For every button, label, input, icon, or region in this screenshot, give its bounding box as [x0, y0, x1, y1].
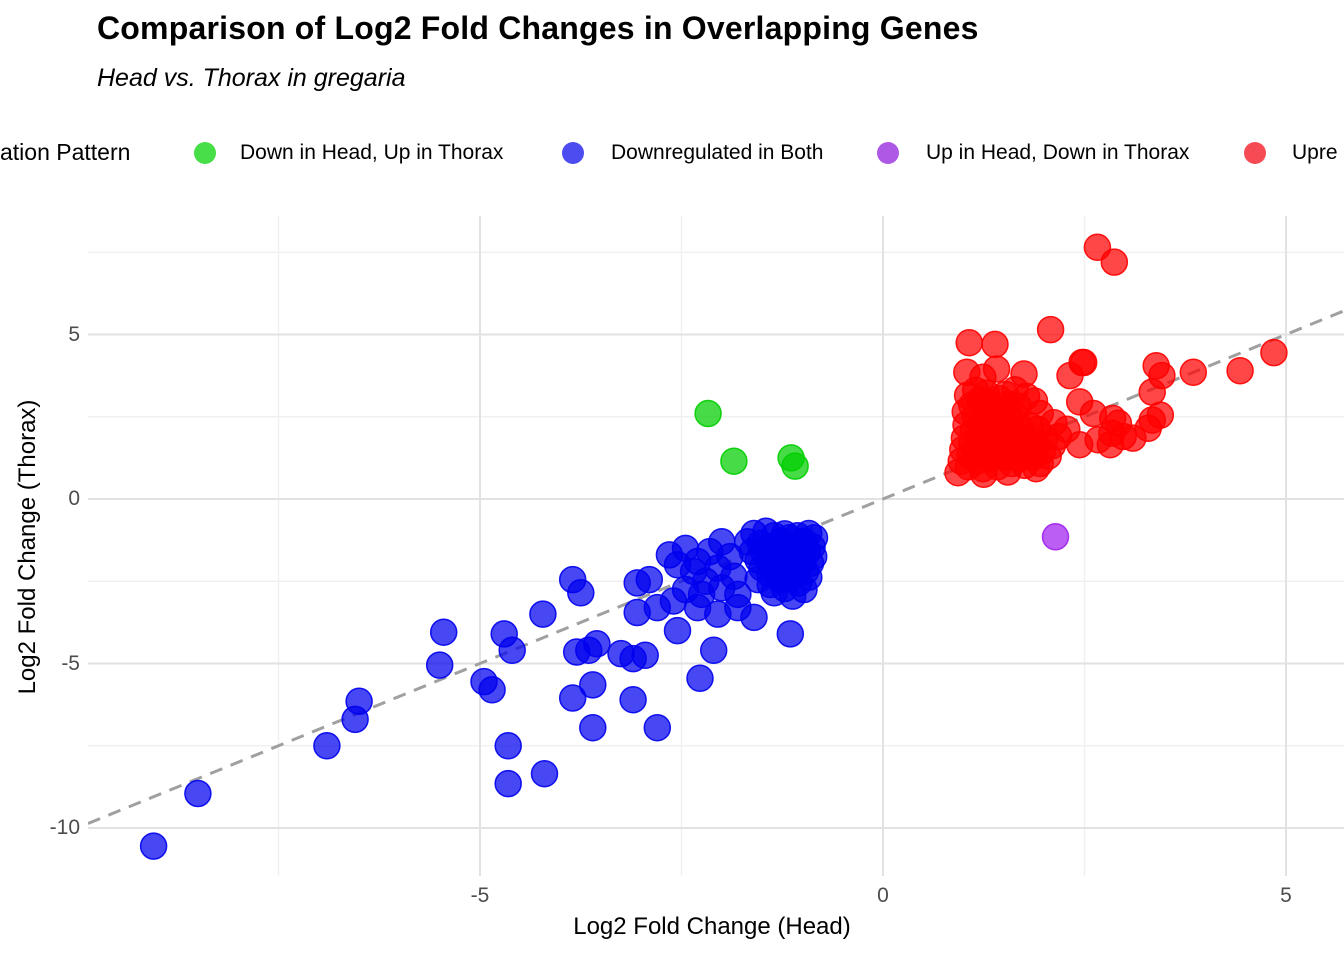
- series-downregulated-in-both: [139, 517, 829, 860]
- data-point: [139, 832, 168, 860]
- legend-item-label: Upre: [1292, 141, 1338, 164]
- data-point: [583, 630, 611, 658]
- data-point: [781, 452, 809, 480]
- y-tick-label: -5: [61, 651, 80, 675]
- data-point: [1260, 338, 1288, 367]
- data-point: [1040, 408, 1068, 437]
- data-point: [970, 460, 998, 489]
- data-point: [184, 779, 212, 808]
- data-point: [631, 641, 659, 670]
- data-point: [740, 603, 768, 632]
- y-tick-label: 5: [68, 322, 80, 346]
- data-point: [1069, 348, 1098, 377]
- y-tick-label: -10: [49, 816, 80, 839]
- data-point: [429, 618, 458, 646]
- legend-item-label: Down in Head, Up in Thorax: [240, 141, 504, 164]
- data-point: [1100, 248, 1129, 276]
- data-point: [694, 399, 722, 428]
- data-point: [699, 636, 728, 665]
- legend-item-label: Downregulated in Both: [611, 141, 824, 164]
- y-tick-label: 0: [68, 487, 80, 510]
- data-point: [944, 458, 972, 487]
- x-tick-label: 0: [877, 884, 889, 907]
- data-point: [498, 636, 526, 665]
- data-points: [139, 233, 1288, 860]
- data-point: [686, 664, 714, 693]
- series-down-in-head-up-in-thorax: [694, 399, 809, 480]
- data-point: [530, 759, 559, 788]
- data-point: [994, 458, 1022, 486]
- legend-color-dot: [877, 142, 899, 164]
- data-point: [494, 769, 522, 798]
- data-point: [1179, 358, 1208, 387]
- data-point: [1138, 378, 1166, 406]
- data-point: [341, 705, 369, 734]
- data-point: [981, 330, 1009, 359]
- x-axis-title: Log2 Fold Change (Head): [573, 913, 851, 940]
- data-point: [567, 579, 595, 607]
- x-tick-label: -5: [470, 884, 490, 907]
- data-point: [494, 732, 522, 760]
- data-point: [478, 676, 506, 704]
- data-point: [720, 447, 748, 475]
- legend-color-dot: [562, 142, 584, 164]
- data-point: [425, 651, 454, 679]
- data-point: [659, 587, 688, 615]
- data-point: [1226, 356, 1254, 385]
- data-point: [1079, 399, 1108, 428]
- data-point: [558, 684, 587, 712]
- legend: ation Pattern Down in Head, Up in Thorax…: [0, 136, 1344, 170]
- data-point: [1022, 454, 1050, 483]
- data-point: [663, 616, 692, 645]
- data-point: [776, 620, 805, 648]
- legend-color-dot: [194, 142, 216, 164]
- data-point: [1036, 315, 1065, 344]
- chart-title: Comparison of Log2 Fold Changes in Overl…: [97, 10, 979, 46]
- data-point: [955, 328, 983, 357]
- x-tick-label: 5: [1280, 884, 1292, 907]
- data-point: [1096, 430, 1125, 459]
- data-point: [790, 575, 818, 604]
- data-point: [619, 685, 647, 714]
- data-point: [643, 713, 672, 742]
- legend-title: ation Pattern: [0, 139, 131, 165]
- data-point: [313, 732, 341, 760]
- legend-color-dot: [1244, 142, 1266, 164]
- chart-subtitle: Head vs. Thorax in gregaria: [97, 64, 406, 92]
- data-point: [635, 565, 664, 594]
- identity-line: [88, 309, 1344, 825]
- data-point: [1041, 523, 1070, 551]
- data-point: [529, 600, 557, 628]
- identity-reference-line: [88, 309, 1344, 825]
- data-point: [800, 524, 829, 552]
- series-upre: [944, 233, 1288, 489]
- legend-item-label: Up in Head, Down in Thorax: [926, 141, 1190, 164]
- series-up-in-head-down-in-thorax: [1041, 523, 1070, 551]
- data-point: [579, 713, 607, 742]
- y-axis-title: Log2 Fold Change (Thorax): [14, 399, 41, 695]
- data-point: [579, 671, 607, 699]
